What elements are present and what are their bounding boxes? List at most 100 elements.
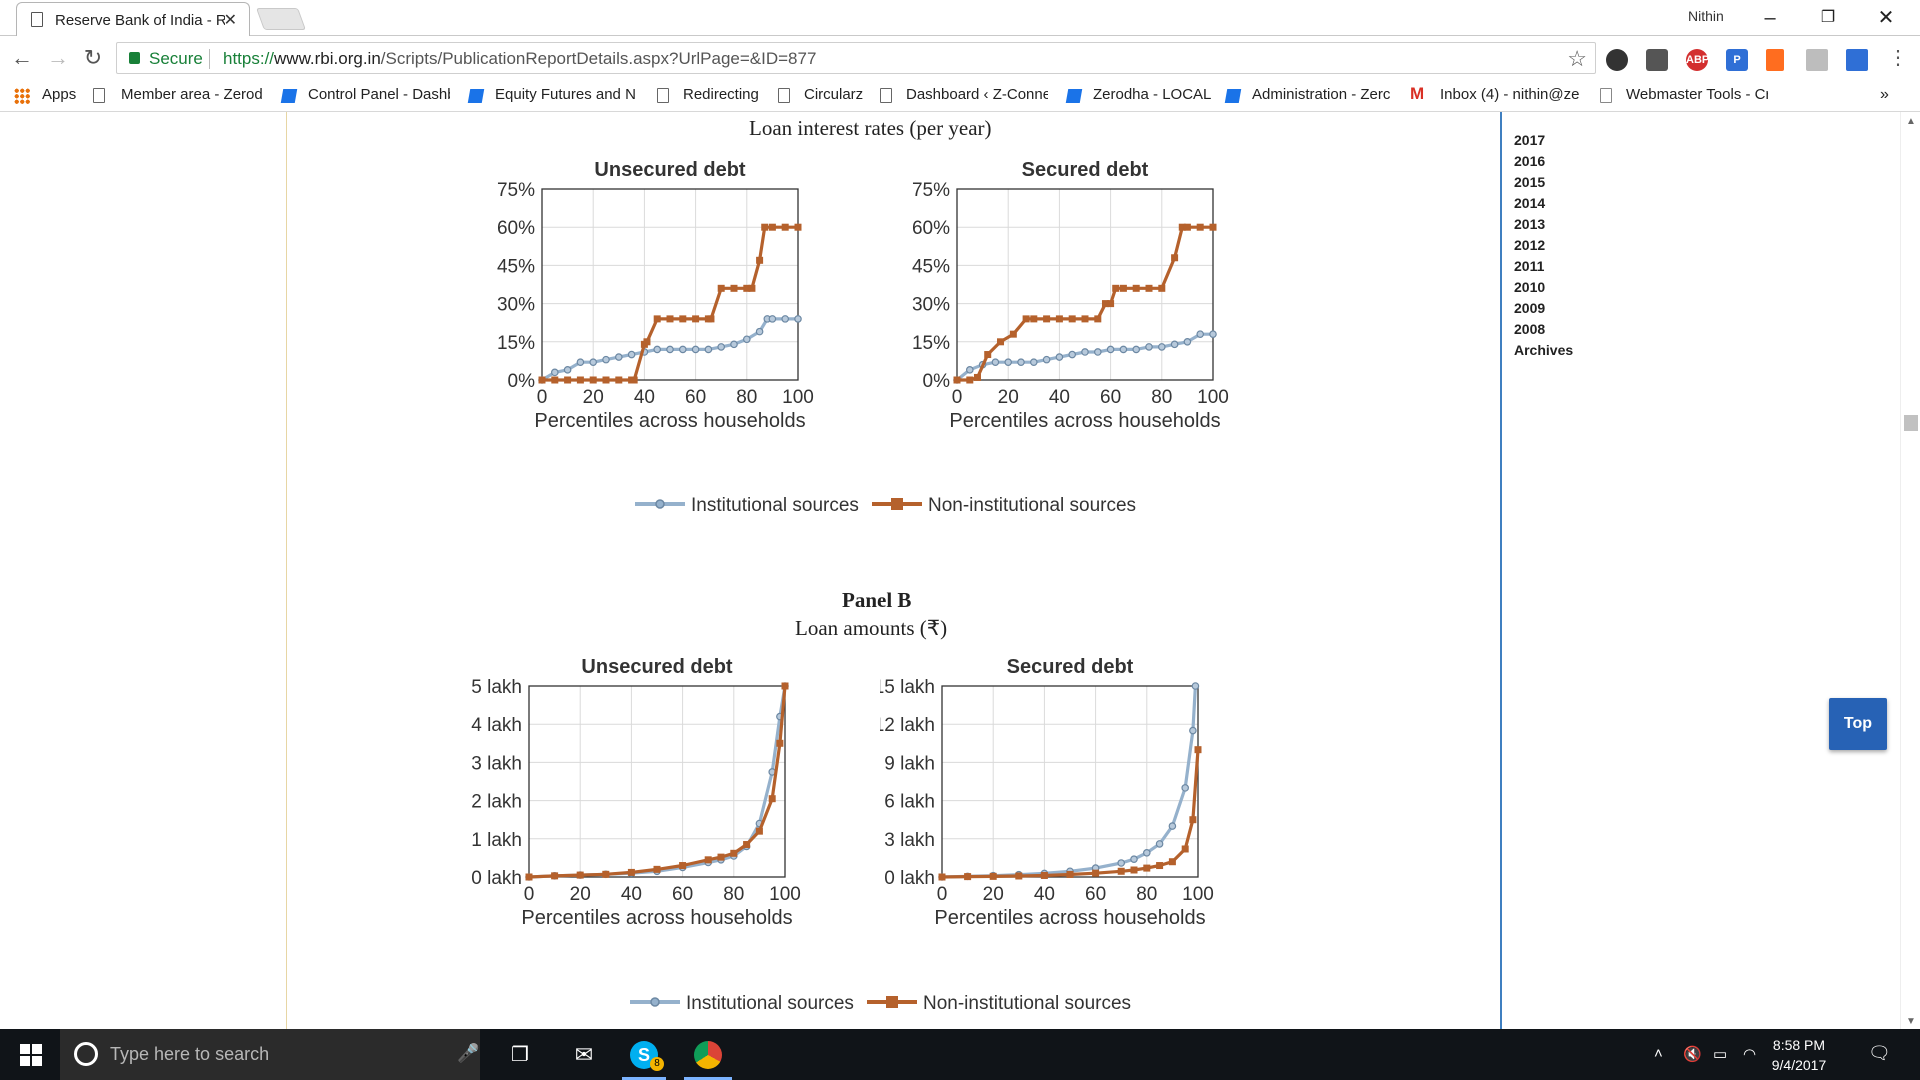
profile-name[interactable]: Nithin bbox=[1688, 8, 1724, 24]
y-tick-label: 5 lakh bbox=[471, 677, 522, 698]
extension-blue-icon[interactable] bbox=[1846, 49, 1868, 71]
scrollbar-thumb[interactable] bbox=[1904, 415, 1918, 431]
bookmark-redirecting[interactable]: Redirecting bbox=[683, 86, 759, 103]
non-institutional-data-point bbox=[748, 284, 756, 292]
scroll-down-icon[interactable]: ▼ bbox=[1906, 1016, 1916, 1027]
bookmark-zerodha-local[interactable]: Zerodha - LOCAL bbox=[1093, 86, 1212, 103]
y-tick-label: 15% bbox=[912, 333, 950, 354]
non-institutional-data-point bbox=[576, 376, 584, 384]
vertical-scrollbar[interactable]: ▲ ▼ bbox=[1900, 112, 1920, 1029]
microphone-icon[interactable]: 🎤 bbox=[457, 1043, 480, 1063]
sidebar-divider bbox=[1500, 112, 1502, 1029]
taskbar-search[interactable]: Type here to search 🎤 bbox=[60, 1029, 480, 1080]
extension-dark-icon[interactable] bbox=[1606, 49, 1628, 71]
cortana-icon bbox=[74, 1042, 98, 1066]
windows-start-icon[interactable] bbox=[20, 1044, 42, 1066]
institutional-data-point bbox=[551, 368, 559, 377]
non-institutional-data-point bbox=[1132, 284, 1140, 292]
legend-non-institutional-marker bbox=[886, 996, 898, 1008]
tray-chevron-up-icon[interactable]: ˄ bbox=[1654, 1045, 1663, 1062]
non-institutional-data-point bbox=[1094, 315, 1102, 323]
taskbar-clock[interactable]: 8:58 PM 9/4/2017 bbox=[1756, 1035, 1842, 1075]
x-tick-label: 40 bbox=[1049, 387, 1070, 408]
sidebar-year-link[interactable]: 2014 bbox=[1514, 195, 1546, 211]
bookmark-member-area[interactable]: Member area - Zerod bbox=[121, 86, 263, 103]
non-institutional-data-point bbox=[973, 373, 981, 381]
bookmark-administration[interactable]: Administration - Zerc bbox=[1252, 86, 1391, 103]
sidebar-year-link[interactable]: 2015 bbox=[1514, 174, 1546, 190]
bookmark-inbox[interactable]: Inbox (4) - nithin@ze bbox=[1440, 86, 1580, 103]
non-institutional-data-point bbox=[781, 223, 789, 231]
non-institutional-data-point bbox=[1043, 315, 1051, 323]
non-institutional-data-point bbox=[1055, 315, 1063, 323]
sidebar-year-link[interactable]: 2009 bbox=[1514, 300, 1546, 316]
non-institutional-data-point bbox=[1107, 300, 1115, 308]
bookmark-control-panel[interactable]: Control Panel - Dashb bbox=[308, 86, 450, 103]
search-placeholder: Type here to search bbox=[110, 1044, 270, 1064]
extension-grid-icon[interactable] bbox=[1806, 49, 1828, 71]
institutional-data-point bbox=[1004, 358, 1013, 366]
non-institutional-data-point bbox=[1143, 864, 1151, 872]
sidebar-year-link[interactable]: 2017 bbox=[1514, 132, 1546, 148]
non-institutional-data-point bbox=[1030, 315, 1038, 323]
sidebar-year-link[interactable]: 2012 bbox=[1514, 237, 1546, 253]
bookmark-star-icon[interactable]: ☆ bbox=[1567, 46, 1587, 71]
reload-icon[interactable]: ↻ bbox=[83, 45, 103, 70]
sidebar-year-link[interactable]: 2016 bbox=[1514, 153, 1546, 169]
new-tab-button[interactable] bbox=[255, 8, 307, 30]
bookmark-apps[interactable]: Apps bbox=[42, 86, 77, 103]
sidebar-year-link[interactable]: 2013 bbox=[1514, 216, 1546, 232]
task-view-icon[interactable]: ❐ bbox=[511, 1044, 529, 1066]
institutional-data-point bbox=[1142, 849, 1151, 857]
bookmark-dashboard[interactable]: Dashboard ‹ Z-Conne bbox=[906, 86, 1048, 103]
back-to-top-button[interactable]: Top bbox=[1829, 698, 1887, 750]
non-institutional-data-point bbox=[679, 862, 687, 870]
window-close-icon[interactable]: ✕ bbox=[1877, 7, 1895, 29]
legend-institutional-marker bbox=[650, 997, 660, 1007]
wifi-icon[interactable]: ◠ bbox=[1743, 1046, 1757, 1063]
sidebar-year-link[interactable]: 2008 bbox=[1514, 321, 1546, 337]
bookmark-circularz[interactable]: Circularz bbox=[804, 86, 864, 103]
restore-icon[interactable]: ❐ bbox=[1820, 9, 1836, 26]
bookmark-icon bbox=[467, 89, 485, 103]
extension-p-icon[interactable]: P bbox=[1726, 49, 1748, 71]
extension-shield-icon[interactable] bbox=[1646, 49, 1668, 71]
mail-icon[interactable]: ✉ bbox=[574, 1042, 594, 1067]
x-tick-label: 0 bbox=[537, 387, 548, 408]
sidebar-archives-link[interactable]: Archives bbox=[1514, 342, 1574, 358]
menu-dots-icon[interactable]: ⋮ bbox=[1888, 47, 1908, 69]
extension-k-icon[interactable] bbox=[1766, 49, 1784, 71]
minimize-icon[interactable]: – bbox=[1764, 7, 1776, 29]
non-institutional-data-point bbox=[1092, 869, 1100, 877]
sidebar-year-link[interactable]: 2010 bbox=[1514, 279, 1546, 295]
page-icon bbox=[880, 88, 892, 103]
adblock-icon[interactable]: ABP bbox=[1686, 49, 1709, 71]
url-text[interactable]: https://www.rbi.org.in/Scripts/Publicati… bbox=[223, 49, 816, 69]
bookmark-webmaster-tools[interactable]: Webmaster Tools - Cr bbox=[1626, 86, 1768, 103]
chrome-icon[interactable] bbox=[694, 1041, 722, 1069]
y-tick-label: 2 lakh bbox=[471, 792, 522, 813]
page-icon bbox=[31, 12, 43, 27]
chevron-right-icon[interactable]: » bbox=[1880, 86, 1889, 103]
non-institutional-data-point bbox=[1181, 845, 1189, 853]
address-bar[interactable]: Secure https://www.rbi.org.in/Scripts/Pu… bbox=[116, 42, 1596, 74]
x-axis-label: Percentiles across households bbox=[521, 907, 792, 929]
bookmark-equity-futures[interactable]: Equity Futures and N bbox=[495, 86, 636, 103]
y-tick-label: 9 lakh bbox=[884, 753, 935, 774]
non-institutional-data-point bbox=[1194, 746, 1202, 754]
tab-close-icon[interactable]: ✕ bbox=[223, 12, 237, 29]
battery-icon[interactable]: ▭ bbox=[1713, 1046, 1728, 1063]
tab-title: Reserve Bank of India - R bbox=[55, 12, 225, 29]
non-institutional-data-point bbox=[756, 256, 764, 264]
institutional-data-point bbox=[1170, 340, 1179, 349]
back-arrow-icon[interactable]: ← bbox=[11, 45, 33, 70]
institutional-data-point bbox=[1196, 330, 1205, 338]
scroll-up-icon[interactable]: ▲ bbox=[1906, 116, 1916, 127]
plot-frame bbox=[541, 188, 799, 381]
forward-arrow-icon[interactable]: → bbox=[47, 45, 69, 70]
volume-mute-icon[interactable]: 🔇 bbox=[1683, 1046, 1702, 1063]
y-tick-label: 6 lakh bbox=[884, 792, 935, 813]
notifications-icon[interactable]: 🗨 bbox=[1868, 1043, 1891, 1063]
browser-tab[interactable]: Reserve Bank of India - R ✕ bbox=[16, 2, 250, 36]
sidebar-year-link[interactable]: 2011 bbox=[1514, 258, 1545, 274]
